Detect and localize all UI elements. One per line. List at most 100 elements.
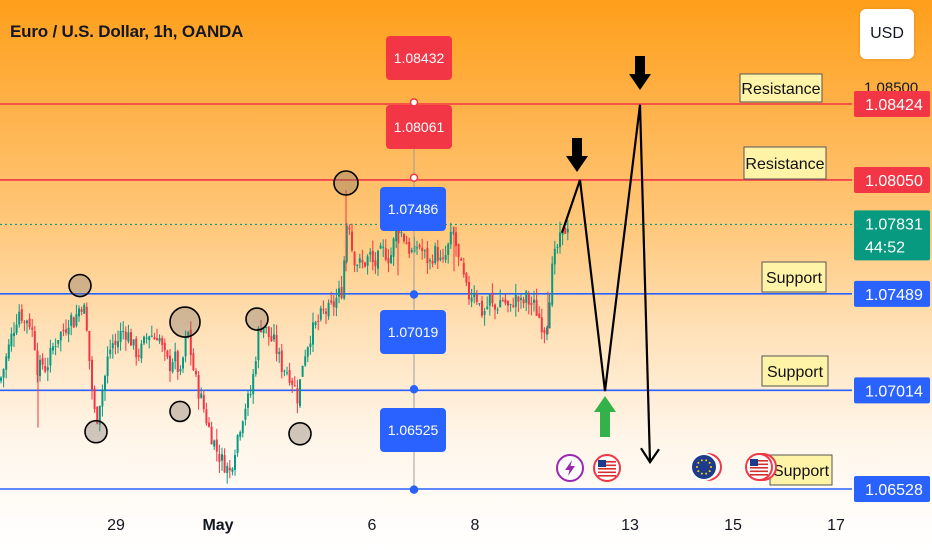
candle-body [75,314,78,326]
currency-button[interactable]: USD [860,9,914,59]
price-scale-tag[interactable] [854,91,930,117]
candle-body [137,355,140,357]
candle-body [405,242,408,245]
candle-body [46,367,49,371]
candle-body [273,334,275,340]
candle-body [538,313,541,318]
candle-body [59,331,62,341]
candle-body [169,355,171,372]
candle-body [150,335,153,337]
candle-body [473,292,476,298]
price-scale-label: 1.07489 [865,287,923,304]
candle-body [184,336,187,357]
candle-body [447,243,450,255]
candle-body [221,454,223,461]
candle-body [122,330,125,332]
candle-body [410,250,413,252]
candle-body [41,358,44,365]
candle-body [5,356,8,370]
candle-body [109,349,112,355]
candle-body [254,361,257,375]
candle-body [31,327,34,330]
candle-body [182,357,184,369]
candle-body [278,351,281,355]
candle-body [507,301,509,306]
candle-body [387,258,390,264]
candle-body [85,306,88,331]
eu-star [708,461,711,464]
candle-body [7,344,10,359]
candle-body [83,304,86,314]
level-label-box [743,146,827,180]
candle-body [478,303,481,305]
candle-body [421,247,424,252]
price-marker-box[interactable] [380,408,446,452]
candle-body [114,340,117,346]
price-scale-tag[interactable] [854,476,930,502]
candle-body [153,337,156,340]
eu-flag-icon[interactable] [690,453,718,481]
bar-countdown-label: 44:52 [865,239,905,256]
candle-body [564,228,567,234]
candle-body [486,306,489,309]
candle-body [117,341,119,348]
price-scale-label: 1.07014 [865,383,923,400]
price-marker-box[interactable] [386,36,452,80]
candle-body [283,370,286,372]
candle-body [397,229,400,234]
candle-body [317,320,320,322]
down-arrow-icon [629,56,651,90]
candle-body [67,327,70,335]
candle-body [228,467,231,471]
candle-body [431,260,434,264]
candle-body [202,395,205,410]
candle-body [504,299,507,304]
support-label: Support [773,463,830,480]
price-marker-box[interactable] [386,105,452,149]
candle-body [488,294,491,306]
candle-body [65,329,67,333]
candle-body [462,263,465,275]
candle-body [527,293,530,305]
candle-body [442,257,444,259]
candle-body [280,350,283,372]
candle-body [187,331,190,337]
candle-body [384,248,387,260]
price-marker-dot [409,385,419,394]
candle-body [327,302,330,317]
candle-body [392,238,395,257]
candle-body [475,294,478,303]
candle-body [192,353,195,371]
candle-body [338,288,340,297]
price-marker-box[interactable] [380,310,446,354]
price-marker-box[interactable] [380,187,446,231]
candle-body [257,328,260,361]
candle-body [530,302,533,305]
candle-body [132,339,135,346]
candle-body [369,252,372,255]
candle-body [208,422,210,427]
candle-body [93,388,96,409]
candle-body [44,366,47,372]
candle-body [429,260,431,262]
candle-body [26,320,28,324]
price-scale-tag[interactable] [854,280,930,307]
candle-body [218,454,221,462]
candle-body [361,260,364,263]
candle-body [13,332,15,337]
candle-body [366,256,369,266]
price-scale-tag[interactable] [854,377,930,404]
candle-body [39,359,41,377]
resistance-label: Resistance [741,81,820,98]
candle-body [408,241,411,254]
eu-star [696,466,698,468]
candle-body [522,299,525,304]
candle-body [176,351,179,372]
candle-body [434,245,437,264]
price-scale-tag[interactable] [854,166,930,193]
price-scale-tag[interactable] [854,210,930,261]
flag-stripe [598,468,616,470]
time-axis-label: 29 [107,517,125,534]
candle-body [15,324,18,334]
